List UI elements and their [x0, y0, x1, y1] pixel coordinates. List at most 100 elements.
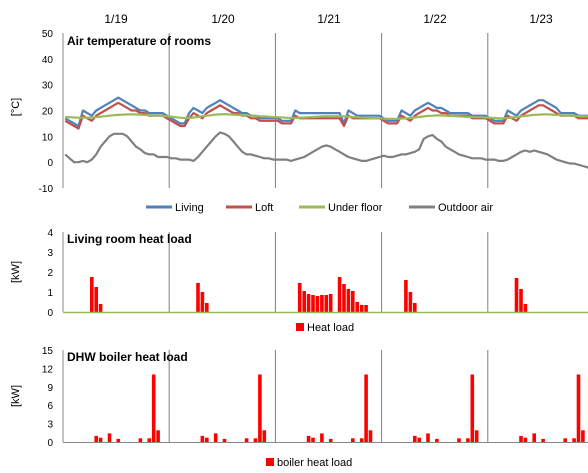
bar	[200, 292, 205, 312]
bar	[306, 294, 311, 312]
y-tick-label: 2	[47, 268, 53, 279]
day-label-5: 1/23	[529, 12, 553, 26]
bar	[200, 435, 205, 442]
bar	[581, 430, 585, 442]
bar	[351, 438, 355, 442]
bar	[244, 438, 249, 442]
bar	[98, 437, 103, 442]
day-label-4: 1/22	[423, 12, 447, 26]
y-tick-label: 3	[47, 420, 53, 431]
bar	[320, 295, 324, 312]
bar	[94, 287, 98, 312]
bar	[205, 437, 209, 442]
panel-air-temperature: 1/19 1/20 1/21 1/22 1/23 [°C] -10 0 10 20 30…	[10, 12, 588, 214]
y-axis-label: [°C]	[10, 98, 22, 116]
bar	[258, 374, 262, 442]
bar	[213, 433, 218, 442]
bar	[417, 437, 421, 442]
bar	[222, 438, 227, 442]
bar	[297, 283, 302, 312]
bar	[408, 292, 413, 312]
bar	[368, 430, 373, 442]
bar	[576, 374, 581, 442]
legend-label-under-floor: Under floor	[328, 202, 383, 214]
day-separator-lines	[168, 350, 489, 442]
bar	[253, 438, 258, 442]
bar	[359, 305, 364, 312]
legend: Living Loft Under floor Outdoor air	[146, 202, 493, 214]
bar	[413, 435, 417, 442]
y-tick-label: 1	[47, 288, 53, 299]
y-tick-label: 30	[42, 81, 54, 92]
bar	[466, 438, 470, 442]
y-axis-label: [kW]	[10, 385, 22, 407]
bar	[147, 438, 152, 442]
bar	[426, 433, 430, 442]
bar	[351, 291, 355, 312]
y-tick-labels: -10 0 10 20 30 40 50	[39, 29, 54, 195]
day-label-2: 1/20	[211, 12, 235, 26]
y-tick-labels: 0 3 6 9 12 15	[42, 346, 54, 449]
bar	[302, 291, 306, 312]
bar	[519, 289, 523, 312]
y-tick-label: 6	[47, 401, 53, 412]
bar	[156, 430, 160, 442]
bar	[328, 438, 333, 442]
bar	[311, 437, 315, 442]
bar	[413, 303, 417, 312]
bar	[572, 438, 576, 442]
bar	[523, 437, 528, 442]
day-label-1: 1/19	[104, 12, 128, 26]
panel-dhw-boiler-heat-load: [kW] 0 3 6 9 12 15 DHW boiler heat load boile…	[10, 346, 588, 469]
bar	[262, 430, 267, 442]
y-tick-label: 0	[47, 158, 53, 169]
series-line-living	[64, 96, 588, 128]
bar	[320, 433, 324, 442]
bar	[306, 435, 311, 442]
bar	[514, 278, 519, 312]
legend: boiler heat load	[266, 457, 352, 469]
bar	[519, 435, 523, 442]
y-tick-labels: 0 1 2 3 4	[47, 228, 53, 319]
day-label-3: 1/21	[317, 12, 341, 26]
bar	[541, 438, 545, 442]
bar	[337, 277, 342, 312]
legend-label-living: Living	[175, 202, 204, 214]
y-tick-label: 3	[47, 248, 53, 259]
bar	[457, 438, 461, 442]
bar	[470, 374, 475, 442]
bar	[116, 438, 121, 442]
bar	[342, 284, 346, 312]
y-tick-label: 10	[42, 132, 54, 143]
y-tick-label: 40	[42, 55, 54, 66]
legend-label-heat-load: Heat load	[307, 322, 354, 334]
bar	[311, 295, 315, 312]
bar	[196, 283, 200, 312]
chart-title: DHW boiler heat load	[67, 350, 188, 364]
legend: Heat load	[296, 322, 354, 334]
bar	[474, 430, 479, 442]
bar	[563, 438, 567, 442]
bar	[364, 374, 368, 442]
legend-label-outdoor-air: Outdoor air	[438, 202, 493, 214]
legend-label-loft: Loft	[255, 202, 273, 214]
legend-swatch-heat-load	[296, 323, 304, 331]
y-tick-label: -10	[39, 184, 54, 195]
bars	[90, 277, 528, 312]
bar	[94, 435, 98, 442]
y-tick-label: 0	[47, 308, 53, 319]
y-tick-label: 4	[47, 228, 53, 239]
chart-title: Air temperature of rooms	[67, 34, 211, 48]
bar	[523, 304, 528, 312]
bar	[364, 305, 368, 312]
y-tick-label: 15	[42, 346, 54, 357]
bar	[404, 280, 408, 312]
y-tick-label: 20	[42, 107, 54, 118]
bar	[324, 295, 329, 312]
legend-label-boiler-heat-load: boiler heat load	[277, 457, 352, 469]
bar	[90, 277, 94, 312]
day-labels: 1/19 1/20 1/21 1/22 1/23	[104, 12, 553, 26]
day-separator-lines	[168, 33, 489, 188]
bar	[315, 296, 320, 312]
